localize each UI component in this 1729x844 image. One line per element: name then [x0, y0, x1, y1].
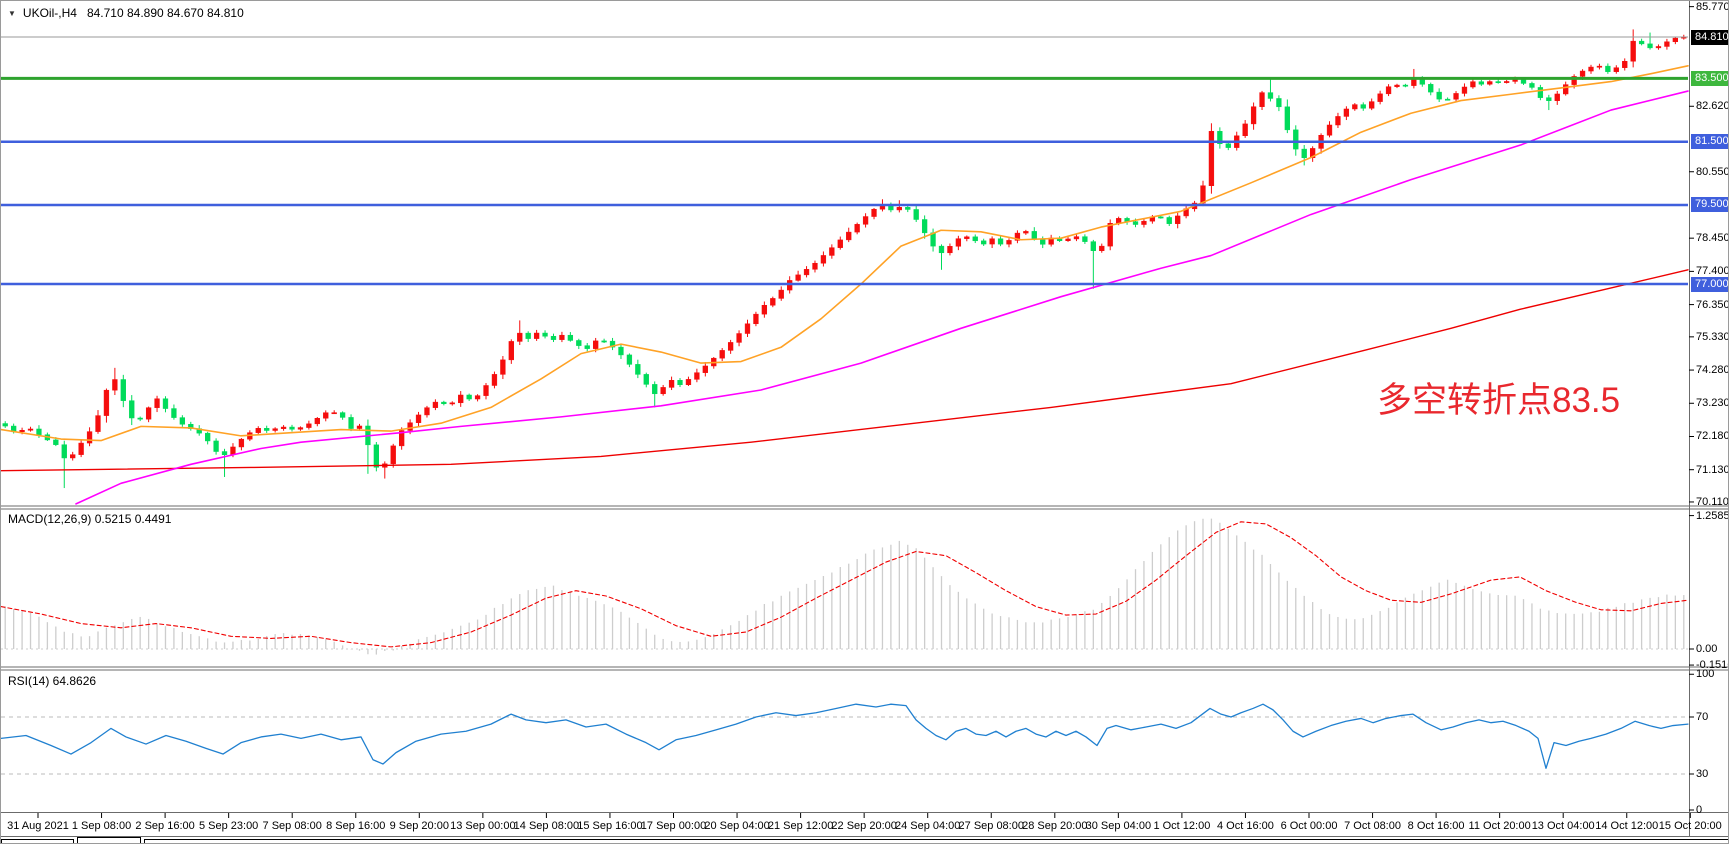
time-axis-label: 22 Sep 20:00 [831, 820, 897, 832]
price-axis-label: 74.280 [1696, 364, 1729, 377]
time-axis-label: 17 Sep 00:00 [640, 820, 707, 832]
chart-header: ▼ UKOil-,H4 84.710 84.890 84.670 84.810 [8, 6, 244, 20]
time-axis-label: 11 Oct 20:00 [1468, 820, 1531, 832]
time-axis-label: 8 Sep 16:00 [326, 820, 386, 832]
time-axis-label: 15 Oct 20:00 [1658, 820, 1722, 832]
time-axis-label: 21 Sep 12:00 [767, 820, 834, 832]
price-level-badge: 84.810 [1691, 29, 1728, 45]
price-axis-label: 80.550 [1696, 165, 1729, 178]
ma-mid-magenta [75, 90, 1689, 505]
macd-panel [1, 518, 1689, 655]
time-axis-label: 7 Oct 08:00 [1344, 820, 1401, 832]
price-level-badge: 83.500 [1691, 70, 1728, 86]
time-axis-label: 6 Oct 00:00 [1280, 820, 1338, 832]
price-axis-label: 73.230 [1696, 397, 1729, 410]
time-axis-label: 24 Sep 04:00 [894, 820, 961, 832]
time-axis-label: 31 Aug 2021 [7, 820, 69, 832]
time-axis-label: 13 Oct 04:00 [1531, 820, 1595, 832]
time-axis-label: 14 Sep 08:00 [513, 820, 580, 832]
price-level-badge: 77.000 [1691, 276, 1728, 292]
rsi-axis-label: 70 [1696, 711, 1709, 723]
macd-axis-label: -0.1516 [1696, 659, 1728, 672]
rsi-axis-label: 30 [1696, 768, 1709, 780]
time-axis-label: 1 Sep 08:00 [71, 820, 132, 832]
time-axis-label: 27 Sep 08:00 [958, 820, 1024, 832]
time-axis-label: 9 Sep 20:00 [389, 820, 449, 832]
price-axis-label: 76.350 [1696, 298, 1729, 311]
rsi-line [1, 703, 1689, 769]
rsi-panel [1, 703, 1689, 775]
chart-tab-segment[interactable] [77, 837, 141, 843]
rsi-axis-label: 0 [1696, 804, 1703, 816]
macd-axis-label: 1.2585 [1696, 509, 1729, 522]
price-axis-label: 85.770 [1696, 0, 1729, 13]
price-axis-label: 75.330 [1696, 330, 1729, 343]
time-axis-label: 15 Sep 16:00 [577, 820, 643, 832]
macd-signal-line [1, 521, 1689, 648]
price-axis-label: 82.620 [1696, 100, 1729, 113]
symbol-title: UKOil-,H4 [22, 6, 77, 20]
price-axis-label: 78.450 [1696, 232, 1729, 245]
time-axis-label: 28 Sep 20:00 [1022, 820, 1088, 832]
macd-indicator-label: MACD(12,26,9) 0.5215 0.4491 [8, 512, 172, 526]
time-axis-label: 4 Oct 16:00 [1217, 820, 1274, 832]
price-axis-label: 77.400 [1696, 265, 1729, 278]
ma-slow-red [1, 269, 1689, 472]
price-axis-label: 70.110 [1696, 495, 1729, 508]
time-axis-label: 5 Sep 23:00 [198, 820, 259, 832]
rsi-indicator-label: RSI(14) 64.8626 [8, 674, 97, 688]
chart-tab-segment[interactable] [1, 839, 74, 843]
ohlc-values: 84.710 84.890 84.670 84.810 [86, 6, 244, 20]
time-axis-label: 7 Sep 08:00 [262, 820, 322, 832]
symbol-dropdown-icon[interactable]: ▼ [8, 9, 16, 18]
candlestick-series [2, 29, 1687, 489]
price-level-badge: 81.500 [1691, 134, 1728, 150]
time-axis-label: 20 Sep 04:00 [704, 820, 770, 832]
time-axis-label: 1 Oct 12:00 [1153, 820, 1211, 832]
time-axis-label: 8 Oct 16:00 [1407, 820, 1465, 832]
moving-averages [1, 64, 1689, 505]
time-axis-label: 13 Sep 00:00 [450, 820, 516, 832]
chart-tab-segment[interactable] [144, 839, 1728, 843]
price-axis-label: 72.180 [1696, 430, 1729, 443]
horizontal-levels [1, 36, 1688, 286]
time-axis-label: 2 Sep 16:00 [135, 820, 195, 832]
macd-axis-label: 0.00 [1696, 643, 1718, 655]
ma-fast-orange [1, 64, 1689, 442]
price-axis-label: 71.130 [1696, 463, 1729, 476]
rsi-axis-label: 100 [1696, 668, 1715, 681]
annotation-text: 多空转折点83.5 [1377, 381, 1621, 420]
time-axis-label: 30 Sep 04:00 [1085, 820, 1152, 832]
time-axis-label: 14 Oct 12:00 [1595, 820, 1659, 832]
price-level-badge: 79.500 [1691, 197, 1728, 213]
